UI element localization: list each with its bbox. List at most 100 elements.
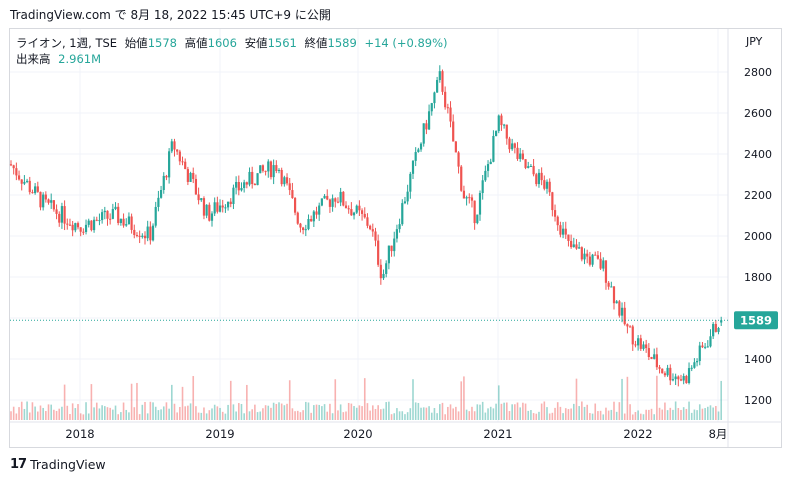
volume-bar xyxy=(489,406,492,420)
candle-body xyxy=(200,198,203,201)
candle-body xyxy=(87,220,90,225)
candle-body xyxy=(326,195,329,200)
candle-body xyxy=(243,182,246,189)
y-tick-label: 1200 xyxy=(744,394,772,407)
volume-bar xyxy=(74,408,77,420)
volume-bar xyxy=(61,406,63,420)
volume-bar xyxy=(503,402,505,420)
volume-bar xyxy=(573,403,575,420)
candle-body xyxy=(535,174,538,185)
volume-bar xyxy=(642,414,645,420)
candle-body xyxy=(288,183,291,191)
candle-body xyxy=(68,224,72,226)
candle-body xyxy=(446,107,449,109)
volume-bar xyxy=(495,403,497,420)
candle-body xyxy=(401,203,404,225)
candle-body xyxy=(457,152,460,167)
candle-body xyxy=(470,197,474,201)
currency-label: JPY xyxy=(745,35,763,48)
volume-bar xyxy=(409,408,412,420)
volume-bar xyxy=(203,407,205,420)
volume-bar xyxy=(701,408,704,420)
volume-bar xyxy=(586,404,588,420)
volume-bar xyxy=(422,407,425,420)
candle-body xyxy=(213,202,216,214)
volume-bar xyxy=(146,413,149,420)
candle-body xyxy=(149,226,152,241)
candle-body xyxy=(52,200,55,210)
volume-bar xyxy=(120,412,122,420)
volume-bar xyxy=(270,407,272,420)
candle-body xyxy=(224,207,227,209)
candle-body xyxy=(280,169,283,185)
volume-bar xyxy=(181,386,184,420)
volume-bar xyxy=(382,408,385,420)
volume-bar xyxy=(613,401,615,420)
volume-bar xyxy=(162,406,165,420)
candle-body xyxy=(328,199,332,207)
volume-bar xyxy=(195,406,197,420)
candle-body xyxy=(127,216,131,225)
volume-bar xyxy=(187,405,189,420)
volume-bar xyxy=(71,403,74,420)
candle-body xyxy=(119,218,122,223)
volume-bar xyxy=(430,412,433,420)
volume-bar xyxy=(211,408,213,420)
candle-body xyxy=(669,367,672,381)
volume-bar xyxy=(176,412,178,420)
volume-bar xyxy=(117,414,119,420)
volume-bar xyxy=(680,409,682,420)
candle-body xyxy=(642,344,645,349)
volume-bar xyxy=(82,414,85,420)
x-tick-label: 8月 xyxy=(709,427,728,441)
candle-body xyxy=(194,178,198,195)
candle-body xyxy=(414,152,417,161)
y-tick-label: 2200 xyxy=(744,189,772,202)
volume-bar xyxy=(374,408,377,420)
volume-bar xyxy=(685,408,688,420)
candle-body xyxy=(339,191,342,203)
candle-body xyxy=(63,206,66,224)
x-tick-label: 2021 xyxy=(483,427,512,441)
volume-bar xyxy=(581,401,583,420)
candle-body xyxy=(342,191,345,206)
candle-body xyxy=(216,202,219,212)
volume-bar xyxy=(677,408,680,420)
candle-body xyxy=(245,182,248,185)
volume-bar xyxy=(589,413,591,420)
change-value: +14 (+0.89%) xyxy=(364,36,448,50)
volume-bar xyxy=(31,402,34,420)
candle-body xyxy=(618,301,621,316)
volume-bar xyxy=(634,412,637,420)
candle-body xyxy=(226,201,230,208)
volume-bar xyxy=(299,412,302,420)
volume-bar xyxy=(20,401,23,420)
volume-bar xyxy=(508,411,511,420)
volume-bar xyxy=(34,406,36,420)
candle-body xyxy=(623,307,626,325)
volume-bar xyxy=(393,413,396,420)
last-price-label: 1589 xyxy=(740,313,772,327)
volume-bar xyxy=(227,404,229,420)
volume-bar xyxy=(342,412,345,420)
candle-body xyxy=(398,224,401,230)
candle-body xyxy=(465,197,468,199)
candle-body xyxy=(377,240,380,265)
candle-body xyxy=(135,235,139,237)
chart-frame xyxy=(9,28,782,448)
last-price-tag xyxy=(734,311,778,330)
volume-bar xyxy=(87,413,90,420)
candle-body xyxy=(355,205,358,213)
candle-body xyxy=(419,143,423,150)
volume-bar xyxy=(353,406,355,420)
candle-body xyxy=(543,180,546,189)
footer[interactable]: 17 TradingView xyxy=(10,457,106,472)
volume-bar xyxy=(441,402,444,420)
volume-bar xyxy=(481,401,484,420)
candle-body xyxy=(594,254,597,256)
candle-body xyxy=(409,173,412,192)
volume-bar xyxy=(128,412,130,420)
candle-body xyxy=(114,206,117,210)
volume-bar xyxy=(618,402,621,420)
